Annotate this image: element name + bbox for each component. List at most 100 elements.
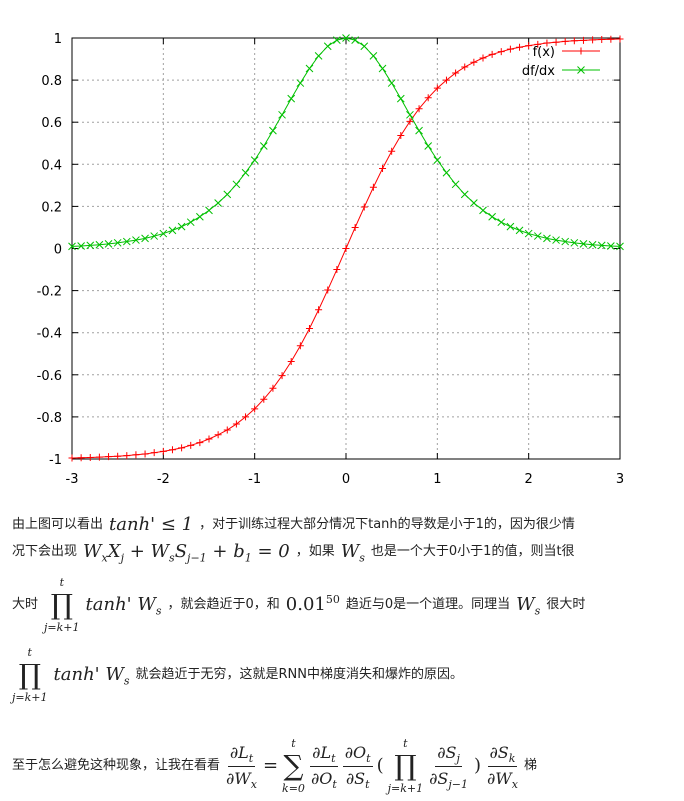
data-point	[433, 84, 441, 92]
data-point	[396, 94, 405, 103]
math: x	[101, 551, 108, 565]
text: 由上图可以看出	[12, 516, 104, 532]
data-point	[597, 241, 606, 250]
data-point	[123, 452, 131, 460]
math: t	[365, 777, 370, 791]
data-point	[223, 190, 232, 199]
data-point	[132, 451, 140, 459]
legend-marker	[577, 47, 585, 55]
x-tick-label: -3	[66, 472, 79, 487]
legend-label: f(x)	[533, 45, 555, 60]
math: ∏	[18, 657, 41, 691]
data-point	[278, 372, 286, 380]
data-point	[333, 36, 341, 44]
math: )	[473, 755, 482, 777]
data-point	[232, 180, 241, 189]
math: s	[534, 604, 541, 618]
data-point	[470, 199, 478, 207]
math: + W	[124, 541, 170, 563]
data-point	[452, 69, 460, 77]
y-tick-label: -0.2	[37, 285, 62, 300]
math: j=k+1	[12, 691, 48, 705]
math: ∏	[394, 748, 417, 782]
math: = 0	[251, 541, 290, 563]
data-point	[186, 218, 195, 227]
text: 很大时	[546, 596, 586, 612]
data-point	[415, 105, 423, 113]
math: ∂S	[489, 743, 509, 763]
data-point	[406, 117, 414, 125]
data-point	[305, 324, 313, 332]
paragraph-line-1: 由上图可以看出 tanh' ≤ 1 ，对于训练过程大部分情况下tanh的导数是小…	[12, 512, 680, 538]
data-point	[122, 237, 131, 246]
data-point	[314, 52, 323, 60]
math: W	[83, 541, 102, 563]
text: 就会趋近于无穷，这就是RNN中梯度消失和爆炸的原因。	[135, 666, 463, 682]
data-point	[442, 168, 451, 177]
data-point	[150, 449, 158, 457]
data-point	[524, 229, 533, 238]
data-point	[552, 38, 560, 46]
math: ∂S	[345, 768, 366, 788]
math: t	[403, 736, 408, 750]
data-point	[598, 35, 606, 43]
data-point	[488, 50, 496, 58]
math: tanh' W	[85, 594, 156, 616]
data-point	[552, 236, 560, 244]
data-point	[323, 42, 332, 51]
data-point	[588, 240, 597, 249]
math: tanh' W	[53, 664, 124, 686]
data-point	[369, 52, 378, 60]
data-point	[351, 36, 359, 44]
data-point	[360, 203, 368, 211]
data-point	[177, 222, 186, 231]
data-point	[461, 63, 469, 71]
math: ∂O	[344, 743, 367, 763]
math: s	[123, 674, 130, 688]
y-tick-label: -0.6	[37, 369, 62, 384]
data-point	[506, 222, 515, 231]
data-point	[379, 165, 387, 173]
math: ∂W	[226, 768, 251, 788]
data-point	[269, 384, 277, 392]
math: W	[340, 541, 360, 563]
data-point	[168, 446, 176, 454]
y-tick-label: 0.2	[41, 200, 62, 215]
data-point	[205, 206, 213, 215]
math: 1	[244, 551, 252, 565]
math: j−1	[187, 551, 207, 565]
fraction: ∂Lt ∂Ot	[309, 742, 339, 790]
data-point	[397, 131, 405, 139]
data-point	[570, 238, 579, 247]
data-point	[214, 431, 222, 439]
data-point	[579, 240, 588, 248]
math: ∂S	[437, 743, 457, 763]
data-point	[460, 190, 469, 199]
product-operator: t ∏ j=k+1	[388, 737, 424, 796]
data-point	[424, 142, 433, 150]
math: t	[248, 752, 254, 766]
data-point	[86, 454, 94, 462]
data-point	[369, 183, 377, 191]
data-point	[259, 142, 268, 150]
data-point	[497, 218, 506, 227]
text: 趋近与0是一个道理。同理当	[345, 596, 511, 612]
data-point	[378, 64, 387, 73]
data-point	[296, 342, 304, 350]
data-point	[561, 237, 570, 246]
math: j=k+1	[44, 621, 80, 635]
math-power: 0.0150	[286, 593, 340, 616]
data-point	[114, 452, 122, 460]
product-operator: t ∏ j=k+1	[12, 646, 48, 705]
x-tick-label: -2	[157, 472, 170, 487]
data-point	[187, 441, 195, 449]
data-point	[260, 395, 268, 403]
math: ∑	[283, 748, 304, 782]
data-point	[159, 229, 168, 238]
data-point	[232, 420, 240, 428]
math: t	[27, 645, 32, 659]
math: t	[291, 736, 296, 750]
article-text: 由上图可以看出 tanh' ≤ 1 ，对于训练过程大部分情况下tanh的导数是小…	[12, 512, 680, 798]
math-tanh-bound: tanh' ≤ 1	[109, 514, 194, 536]
math: ∏	[50, 587, 73, 621]
